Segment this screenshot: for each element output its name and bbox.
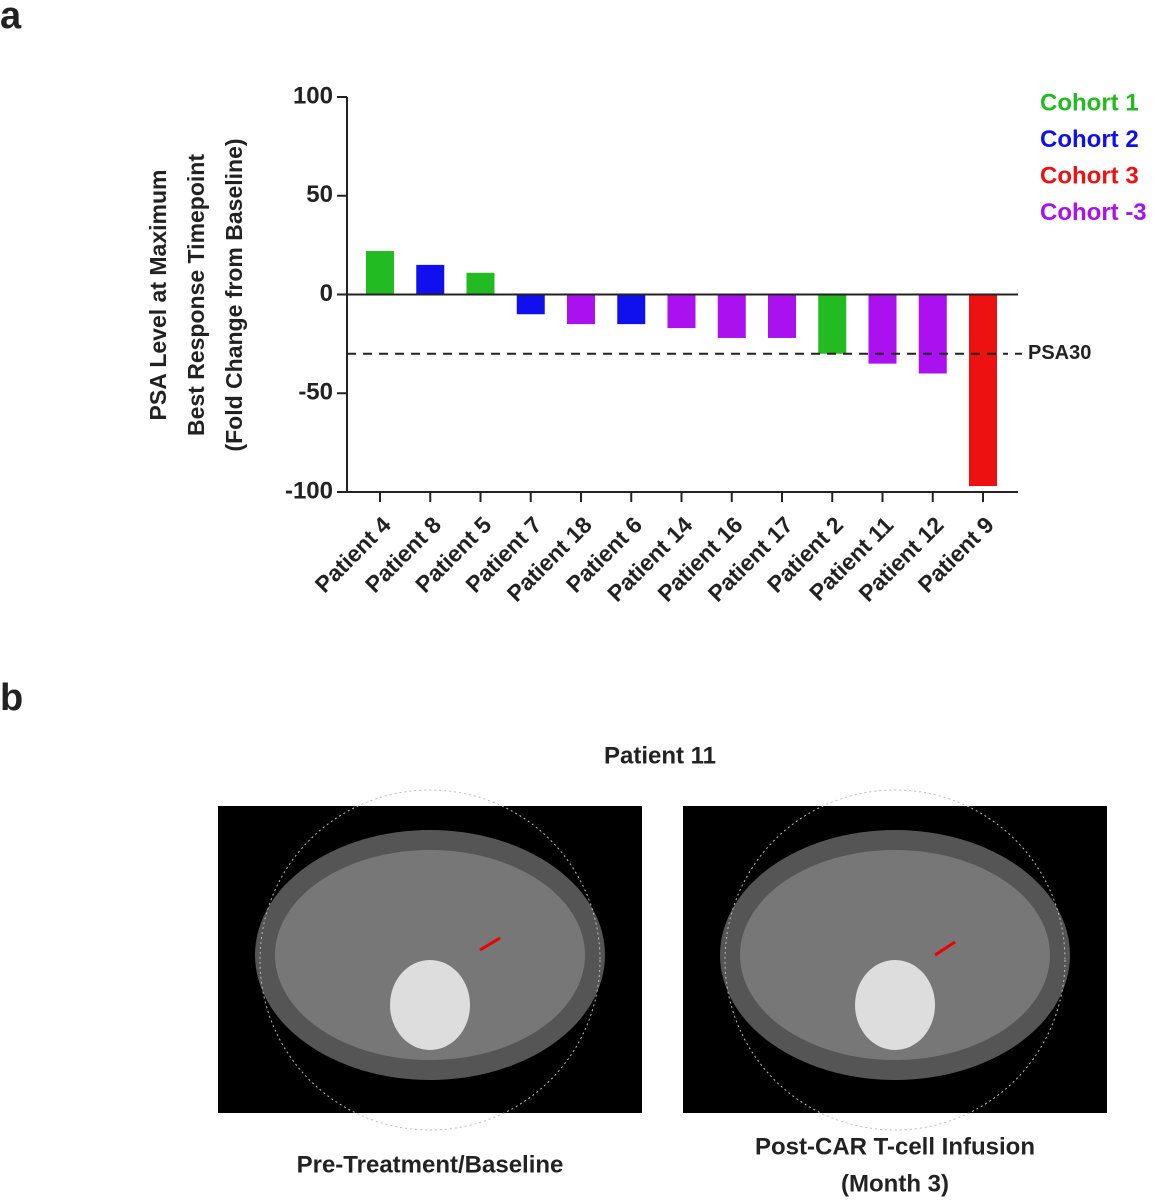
panel-label: a <box>0 0 22 37</box>
y-tick-label: -50 <box>298 379 333 406</box>
y-tick-label: 0 <box>320 280 333 307</box>
bar <box>617 294 646 325</box>
bar <box>366 251 394 295</box>
bar <box>667 294 696 329</box>
panel-title: Patient 11 <box>604 742 716 769</box>
image-caption: Pre-Treatment/Baseline <box>297 1151 564 1178</box>
y-axis-label: Best Response Timepoint <box>183 154 209 436</box>
bar <box>918 294 947 374</box>
bar <box>969 294 997 487</box>
y-axis-label: PSA Level at Maximum <box>145 170 171 421</box>
legend-entry: Cohort 3 <box>1040 162 1139 189</box>
y-axis-label: (Fold Change from Baseline) <box>221 138 247 451</box>
image-caption: Post-CAR T-cell Infusion <box>755 1133 1035 1160</box>
image-caption: (Month 3) <box>841 1170 949 1197</box>
legend-entry: Cohort 2 <box>1040 126 1139 153</box>
y-tick-label: -100 <box>285 477 333 504</box>
bar <box>717 294 746 338</box>
ct-image <box>683 789 1107 1131</box>
legend-entry: Cohort -3 <box>1040 199 1147 226</box>
bar <box>818 294 847 354</box>
bar <box>868 294 897 364</box>
bar <box>466 272 495 295</box>
bar <box>516 294 545 315</box>
panel-label: b <box>0 677 23 719</box>
y-tick-label: 50 <box>306 181 333 208</box>
bar <box>416 264 445 295</box>
reference-label: PSA30 <box>1028 342 1091 364</box>
bar <box>768 294 796 338</box>
ct-image <box>218 789 642 1131</box>
bar <box>567 294 595 325</box>
y-tick-label: 100 <box>293 82 333 109</box>
legend-entry: Cohort 1 <box>1040 89 1139 116</box>
